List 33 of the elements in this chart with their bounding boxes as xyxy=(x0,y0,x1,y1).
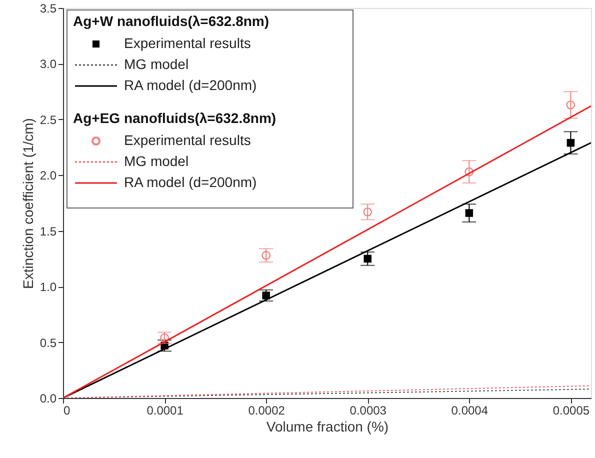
point xyxy=(262,292,270,300)
legend-label: Experimental results xyxy=(124,35,251,51)
point xyxy=(464,167,474,176)
x-axis-title: Volume fraction (%) xyxy=(266,418,389,434)
legend-label: RA model (d=200nm) xyxy=(124,77,257,93)
y-tick-label: 3.5 xyxy=(40,2,57,16)
legend-label: MG model xyxy=(124,56,189,72)
point xyxy=(160,333,170,342)
annotation: Ag+W nanofluids(λ=632.8nm) xyxy=(73,13,270,29)
point xyxy=(566,100,576,110)
y-tick-label: 0.5 xyxy=(40,336,57,350)
point xyxy=(465,209,474,217)
x-tick-label: 0.0002 xyxy=(248,404,286,418)
legend-label: MG model xyxy=(124,153,189,169)
point xyxy=(566,138,575,147)
x-tick-label: 0.0004 xyxy=(451,404,488,418)
point xyxy=(262,250,271,260)
y-tick-label: 0.0 xyxy=(40,392,57,406)
x-tick-label: 0.0003 xyxy=(350,404,387,418)
x-tick-label: 0.0001 xyxy=(146,404,184,418)
y-tick-label: 3.0 xyxy=(40,57,57,72)
point xyxy=(364,254,372,263)
y-tick-label: 2.0 xyxy=(40,168,57,183)
x-tick-label: 0 xyxy=(64,404,70,418)
annotation: Ag+EG nanofluids(λ=632.8nm) xyxy=(73,110,276,126)
legend-label: Experimental results xyxy=(124,132,251,148)
y-axis-title: Extinction coefficient (1/cm) xyxy=(20,118,36,289)
point xyxy=(363,207,372,216)
y-tick-label: 1.5 xyxy=(40,224,57,238)
y-tick-label: 2.5 xyxy=(40,112,57,127)
y-tick-label: 1.0 xyxy=(40,280,57,294)
legend-label: RA model (d=200nm) xyxy=(124,174,257,190)
x-tick-label: 0.0005 xyxy=(552,404,590,418)
